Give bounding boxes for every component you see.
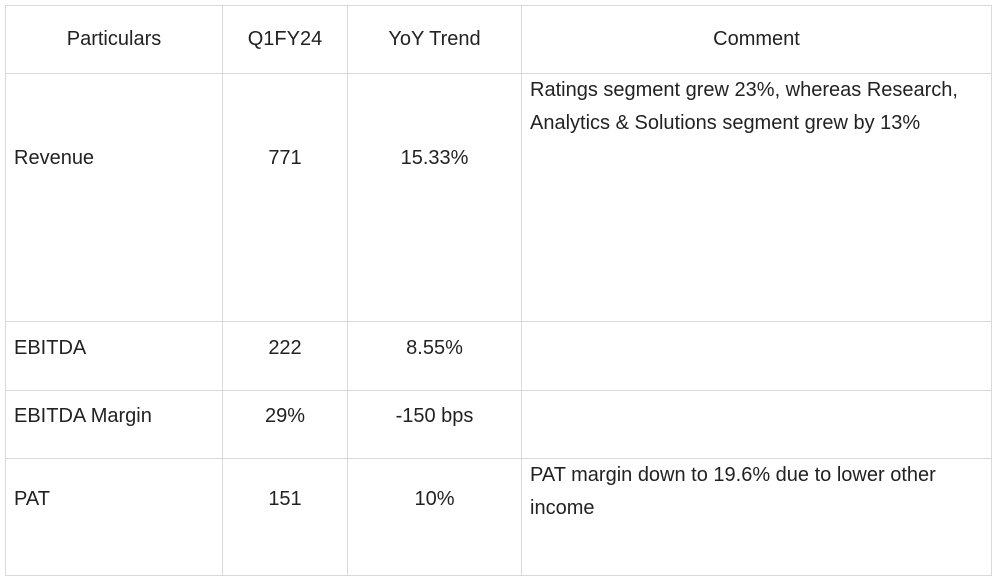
header-yoy-trend: YoY Trend [347,5,522,74]
financial-summary-table: Particulars Q1FY24 YoY Trend Comment Rev… [5,5,992,576]
cell-particular: EBITDA [5,321,223,391]
header-particulars: Particulars [5,5,223,74]
table-row: EBITDA Margin 29% -150 bps [5,390,992,459]
cell-yoy-trend: 8.55% [347,321,522,391]
header-row: Particulars Q1FY24 YoY Trend Comment [5,5,992,74]
cell-comment: PAT margin down to 19.6% due to lower ot… [521,458,992,576]
cell-yoy-trend: 10% [347,458,522,576]
cell-q1fy24: 771 [222,73,348,322]
cell-q1fy24: 29% [222,390,348,459]
table-body: Revenue 771 15.33% Ratings segment grew … [5,73,992,576]
cell-particular: Revenue [5,73,223,322]
cell-q1fy24: 222 [222,321,348,391]
cell-comment: Ratings segment grew 23%, whereas Resear… [521,73,992,322]
table-row: PAT 151 10% PAT margin down to 19.6% due… [5,458,992,576]
table-header: Particulars Q1FY24 YoY Trend Comment [5,5,992,74]
cell-particular: PAT [5,458,223,576]
cell-particular: EBITDA Margin [5,390,223,459]
cell-comment [521,390,992,459]
header-q1fy24: Q1FY24 [222,5,348,74]
cell-q1fy24: 151 [222,458,348,576]
cell-comment [521,321,992,391]
table-row: Revenue 771 15.33% Ratings segment grew … [5,73,992,322]
header-comment: Comment [521,5,992,74]
table-row: EBITDA 222 8.55% [5,321,992,391]
cell-yoy-trend: -150 bps [347,390,522,459]
cell-yoy-trend: 15.33% [347,73,522,322]
